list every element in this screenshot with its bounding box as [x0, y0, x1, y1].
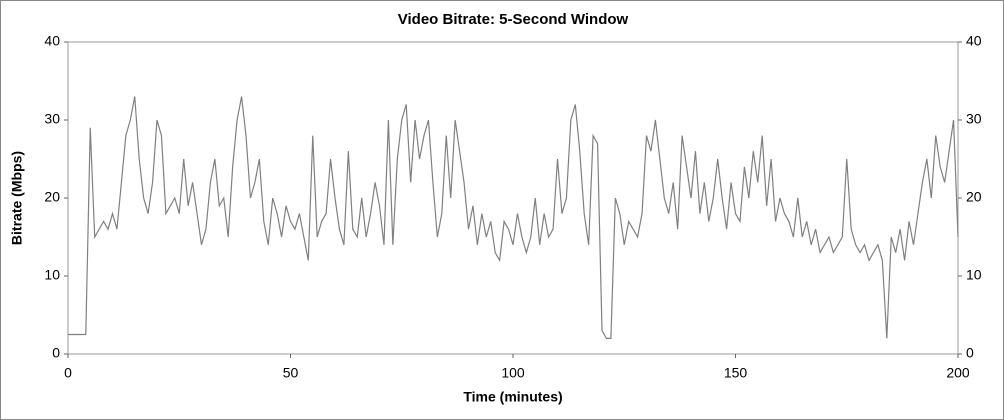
- x-tick-label: 0: [64, 365, 72, 381]
- y-axis-label: Bitrate (Mbps): [9, 151, 25, 245]
- y2-tick-label: 20: [966, 189, 982, 205]
- y-tick-label: 20: [44, 189, 60, 205]
- y-tick-label: 40: [44, 33, 60, 49]
- x-tick-label: 150: [724, 365, 748, 381]
- y-tick-label: 10: [44, 267, 60, 283]
- x-axis-label: Time (minutes): [463, 389, 562, 405]
- plot-area: [67, 41, 959, 355]
- y-tick-label: 30: [44, 111, 60, 127]
- x-tick-label: 100: [501, 365, 525, 381]
- chart-title: Video Bitrate: 5-Second Window: [398, 11, 629, 28]
- y2-tick-label: 30: [966, 111, 982, 127]
- x-tick-label: 200: [946, 365, 970, 381]
- y2-tick-label: 10: [966, 267, 982, 283]
- y-tick-label: 0: [52, 345, 60, 361]
- y2-tick-label: 40: [966, 33, 982, 49]
- series-line: [68, 96, 959, 339]
- y2-tick-label: 0: [966, 345, 974, 361]
- x-tick-label: 50: [283, 365, 299, 381]
